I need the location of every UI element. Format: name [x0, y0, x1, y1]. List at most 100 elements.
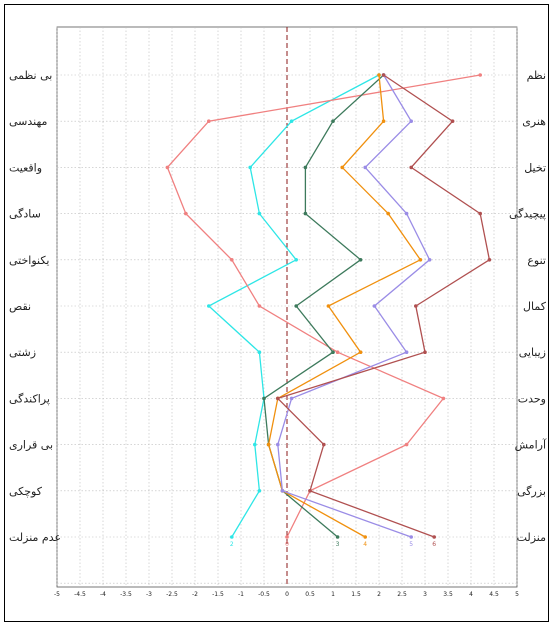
series-point-0: [257, 304, 262, 308]
series-end-label: 0: [285, 541, 289, 548]
series-point-6: [478, 211, 483, 216]
profile-chart: -5 -4.5 -4 -3.5 -3 -2.5 -2 -1.5 -1 -0.5 0 0.5 1 1.5 2 2…: [9, 26, 547, 598]
series-point-5: [372, 304, 377, 308]
series-point-0: [285, 535, 289, 539]
x-tick-label: -1: [238, 591, 244, 598]
series-point-0: [230, 258, 234, 262]
left-label: بی نظمی: [9, 69, 52, 82]
x-tick-label: 1.5: [351, 591, 361, 598]
series-point-6: [450, 119, 455, 123]
series-point-5: [427, 258, 432, 262]
series-point-5: [276, 442, 280, 447]
x-tick-label: 2: [377, 591, 381, 598]
series-point-3: [358, 258, 363, 262]
x-tick-label: 0.5: [305, 591, 315, 598]
x-tick-label: 2.5: [397, 591, 407, 598]
series-point-3: [331, 350, 335, 355]
series-point-5: [404, 350, 409, 355]
series-point-3: [262, 396, 266, 401]
x-tick-label: -2.5: [166, 591, 178, 598]
x-tick-label: 4: [469, 591, 473, 598]
right-label: آرامش: [515, 438, 547, 452]
x-tick-label: -0.5: [258, 591, 270, 598]
series-point-4: [377, 73, 381, 77]
series-point-6: [409, 165, 414, 170]
series-point-5: [409, 119, 414, 123]
left-label: یکنواختی: [9, 254, 49, 267]
series-line-2: [207, 74, 380, 538]
x-tick-label: 1: [331, 591, 335, 598]
right-label: تخیل: [524, 161, 546, 174]
x-tick-label: 0: [285, 591, 289, 598]
right-label: بزرگی: [517, 485, 546, 498]
series-point-0: [478, 73, 483, 77]
left-label: زشتی: [9, 346, 36, 359]
series-point-0: [335, 350, 340, 355]
series-point-6: [487, 258, 492, 262]
x-tick-label: -3: [146, 591, 152, 598]
x-tick-label: -1.5: [212, 591, 224, 598]
right-label: هنری: [522, 115, 546, 128]
series-end-label: 3: [336, 541, 340, 548]
left-label: سادگی: [9, 208, 41, 221]
x-tick-label: 4.5: [489, 591, 499, 598]
series-point-5: [409, 535, 414, 539]
series-end-label: 4: [363, 541, 367, 548]
x-tick-label: -2: [192, 591, 198, 598]
series-point-3: [303, 211, 308, 216]
series-point-2: [289, 119, 294, 123]
x-tick-label: 5: [515, 591, 519, 598]
right-label: نظم: [527, 69, 546, 82]
x-tick-label: -4: [100, 591, 106, 598]
left-label: عدم منزلت: [9, 531, 61, 544]
series-point-4: [381, 119, 386, 123]
x-tick-label: -4.5: [74, 591, 86, 598]
series-point-4: [326, 304, 331, 308]
series-point-6: [432, 535, 437, 539]
right-label: کمال: [523, 300, 547, 313]
right-label: منزلت: [517, 531, 547, 544]
x-tick-label: -3.5: [120, 591, 132, 598]
series-point-0: [207, 119, 211, 123]
series-end-label: 6: [432, 541, 436, 548]
series-end-label: 2: [230, 541, 234, 548]
left-label: کوچکی: [9, 485, 43, 498]
series-point-6: [276, 396, 280, 401]
right-label: تنوع: [527, 254, 546, 267]
x-tick-label: 3: [423, 591, 427, 598]
series-point-3: [335, 535, 340, 539]
series-point-2: [257, 350, 262, 355]
series-point-0: [404, 442, 409, 447]
series-point-4: [363, 535, 368, 539]
series-line-5: [277, 74, 431, 538]
series-point-0: [165, 165, 170, 170]
series-point-3: [331, 119, 335, 123]
series-point-3: [303, 165, 308, 170]
series-point-6: [414, 304, 418, 308]
left-label: مهندسی: [9, 115, 48, 128]
x-tick-label: 3.5: [443, 591, 453, 598]
series-point-5: [280, 489, 285, 493]
left-label: بی قراری: [9, 439, 53, 452]
series-point-0: [441, 396, 446, 401]
series-point-2: [253, 442, 257, 447]
series-point-4: [266, 442, 271, 447]
series-point-2: [257, 211, 262, 216]
series-end-label: 5: [409, 541, 413, 548]
series-point-6: [381, 73, 386, 77]
series-point-2: [294, 258, 299, 262]
series-point-5: [363, 165, 368, 170]
series-point-5: [404, 211, 409, 216]
series-point-4: [340, 165, 345, 170]
left-label: پراکندگی: [9, 392, 50, 405]
right-label: زیبایی: [519, 346, 546, 359]
series-point-3: [294, 304, 299, 308]
series-point-2: [257, 489, 262, 493]
series-point-2: [248, 165, 252, 170]
left-label: نقص: [9, 300, 31, 313]
series-point-6: [308, 489, 312, 493]
chart-frame: -5 -4.5 -4 -3.5 -3 -2.5 -2 -1.5 -1 -0.5 0 0.5 1 1.5 2 2…: [4, 4, 549, 622]
series-point-4: [418, 258, 423, 262]
x-tick-label: -5: [54, 591, 60, 598]
series-point-4: [386, 211, 391, 216]
